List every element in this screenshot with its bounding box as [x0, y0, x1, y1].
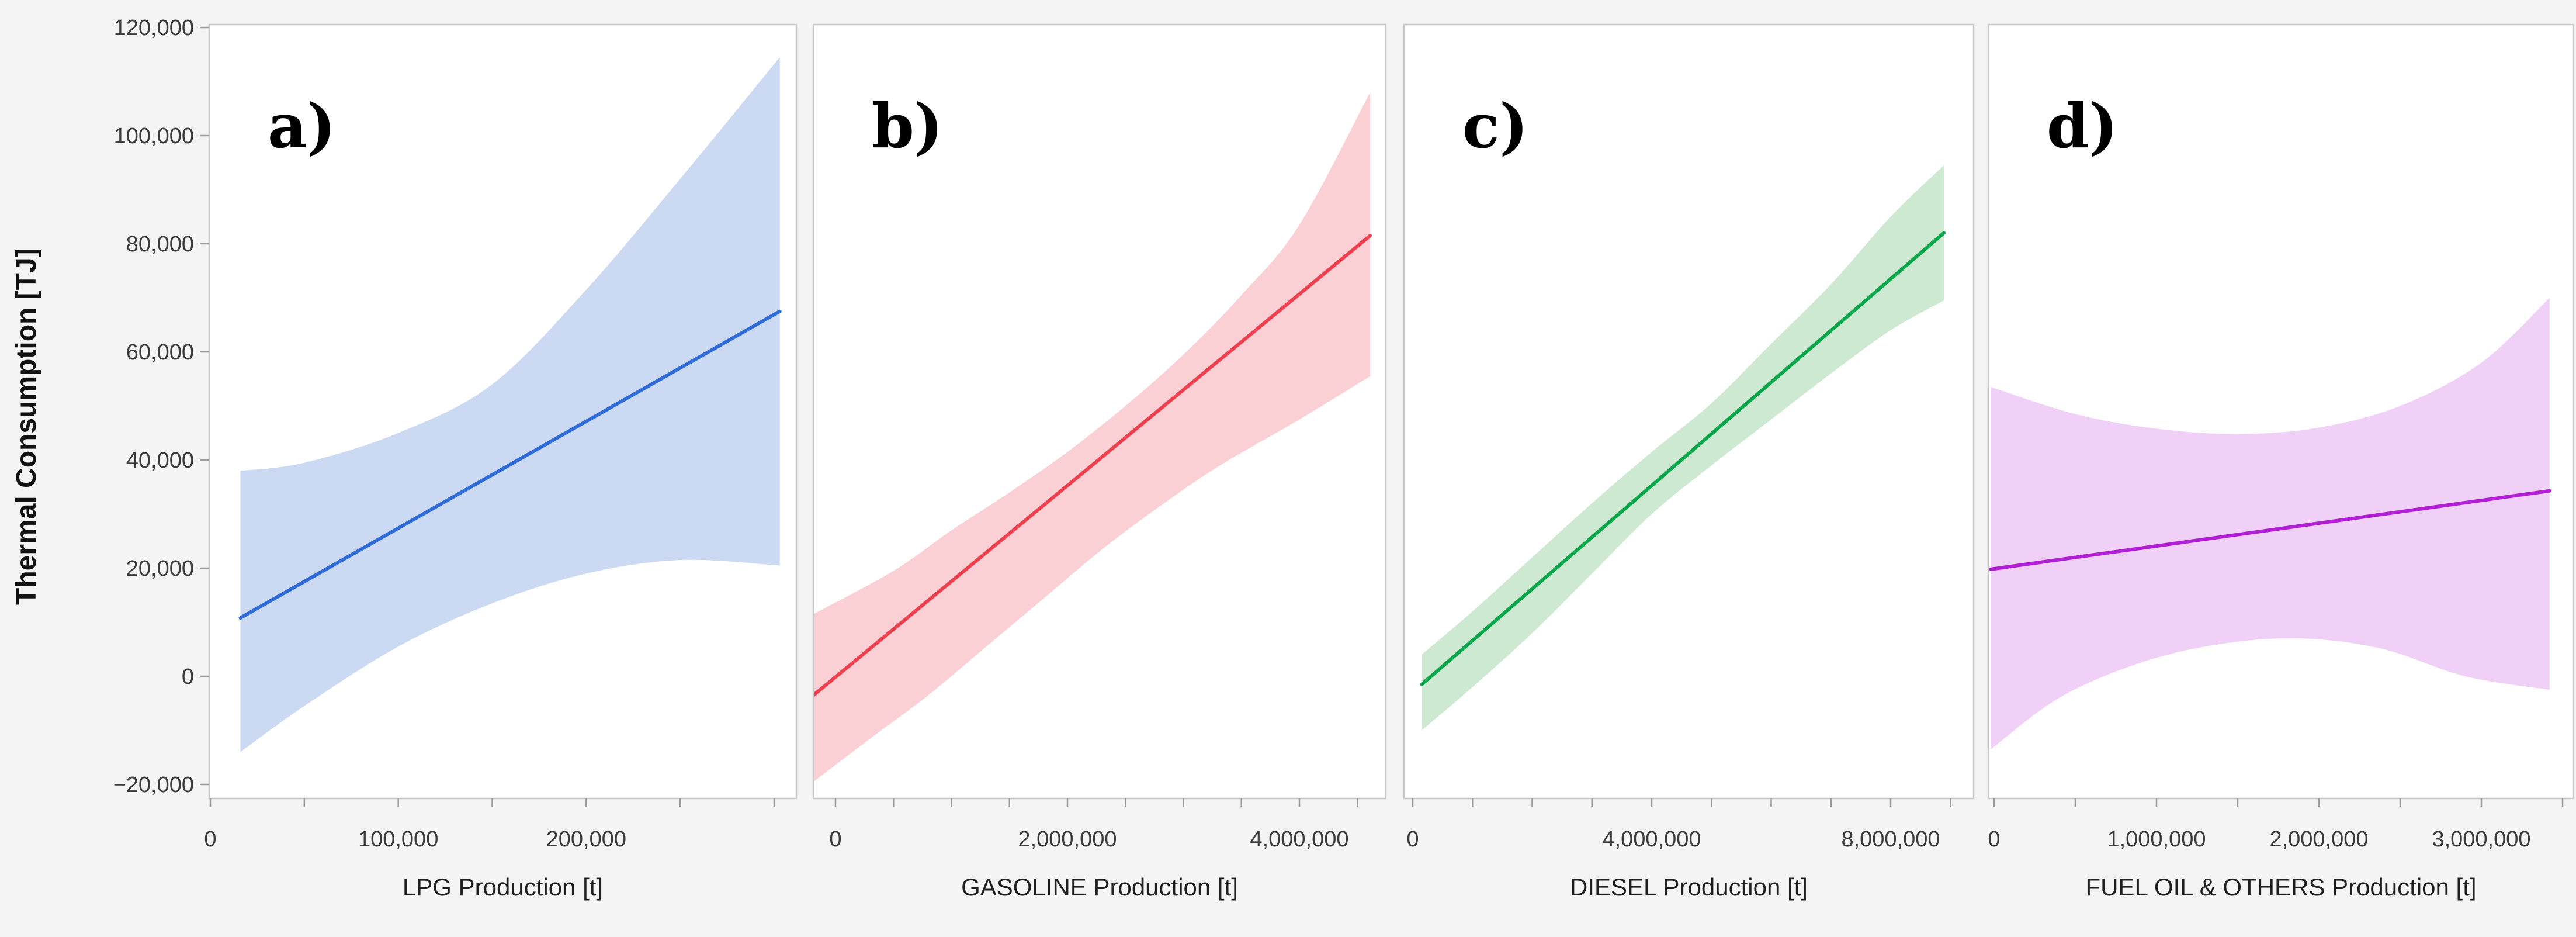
panel-letter-b: b) [872, 90, 943, 162]
panel-a: 0 100,000 200,000 LPG Production [t] a) [204, 23, 798, 901]
regression-line-a [238, 309, 782, 620]
x-tick-label-b: 0 [829, 827, 841, 852]
x-tick-label-a: 0 [204, 827, 216, 852]
y-tick-label: 120,000 [114, 16, 194, 40]
y-tick-label: 80,000 [126, 232, 194, 257]
x-tick-label-d: 3,000,000 [2432, 827, 2530, 852]
regression-line-d [1989, 489, 2551, 571]
x-axis-title-d: FUEL OIL & OTHERS Production [t] [2085, 873, 2476, 901]
panel-d: 0 1,000,000 2,000,000 3,000,000 FUEL OIL & O… [1987, 23, 2575, 901]
regression-line-c [1420, 231, 1946, 686]
x-tick-label-d: 2,000,000 [2269, 827, 2368, 852]
x-tick-label-d: 1,000,000 [2107, 827, 2206, 852]
x-tick-label-c: 4,000,000 [1602, 827, 1701, 852]
y-tick-label: 20,000 [126, 556, 194, 581]
panel-letter-c: c) [1462, 90, 1528, 162]
panel-letter-d: d) [2047, 90, 2118, 162]
y-tick-label: −20,000 [113, 773, 194, 797]
x-axis-title-c: DIESEL Production [t] [1570, 873, 1808, 901]
x-tick-label-c: 0 [1406, 827, 1419, 852]
y-tick-label: 0 [182, 665, 194, 689]
panel-c: 0 4,000,000 8,000,000 DIESEL Production [t]… [1403, 23, 1975, 901]
panel-b: 0 2,000,000 4,000,000 GASOLINE Production [… [812, 23, 1387, 901]
y-axis: 120,000 100,000 80,000 60,000 40,000 20,000 0 −… [113, 16, 209, 797]
confidence-band-a [240, 57, 780, 752]
y-tick-label: 40,000 [126, 448, 194, 473]
x-tick-label-b: 4,000,000 [1250, 827, 1348, 852]
confidence-band-d [1991, 298, 2550, 749]
confidence-band-c [1422, 165, 1944, 731]
x-tick-label-d: 0 [1988, 827, 2000, 852]
x-tick-label-a: 200,000 [546, 827, 626, 852]
confidence-band-b [814, 92, 1371, 782]
x-tick-label-b: 2,000,000 [1018, 827, 1117, 852]
panel-letter-a: a) [268, 90, 336, 162]
y-axis-title: Thermal Consumption [TJ] [11, 248, 42, 605]
panel-c-frame [1403, 23, 1975, 800]
x-tick-label-a: 100,000 [358, 827, 438, 852]
x-tick-label-c: 8,000,000 [1841, 827, 1940, 852]
y-tick-label: 60,000 [126, 340, 194, 365]
y-tick-label: 100,000 [114, 124, 194, 148]
x-axis-title-b: GASOLINE Production [t] [961, 873, 1238, 901]
regression-line-b [814, 234, 1372, 697]
x-axis-title-a: LPG Production [t] [403, 873, 603, 901]
